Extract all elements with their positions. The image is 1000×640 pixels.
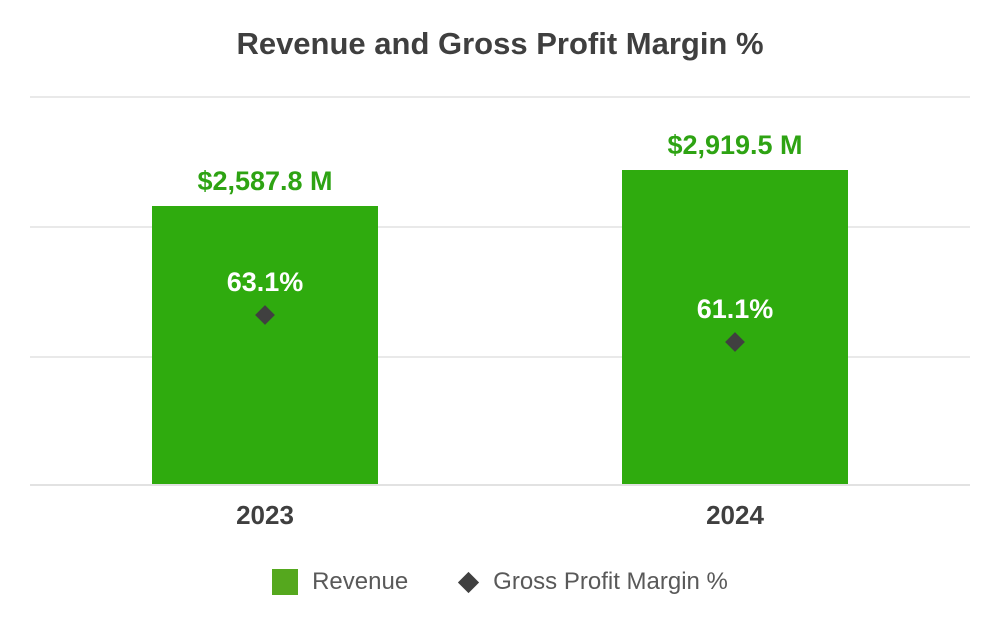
revenue-bar-2023: [152, 205, 378, 484]
gridline: [30, 226, 970, 228]
revenue-value-label: $2,919.5 M: [667, 129, 803, 160]
legend-label: Gross Profit Margin %: [493, 568, 728, 595]
diamond-swatch-icon: [458, 571, 480, 593]
category-label-2024: 2024: [706, 500, 764, 530]
revenue-value-label: $2,587.8 M: [197, 165, 333, 196]
gridline: [30, 356, 970, 358]
x-axis-line: [30, 484, 970, 486]
legend-item-revenue: Revenue: [272, 568, 408, 596]
revenue-bar-2024: [622, 169, 848, 484]
margin-value-label: 63.1%: [226, 267, 304, 297]
chart-title: Revenue and Gross Profit Margin %: [236, 26, 764, 61]
gridline: [30, 96, 970, 98]
legend-item-gross-profit-margin: Gross Profit Margin %: [458, 568, 728, 596]
legend-label: Revenue: [312, 568, 409, 595]
category-label-2023: 2023: [236, 500, 294, 530]
margin-value-label: 61.1%: [696, 294, 774, 324]
revenue-swatch-icon: [272, 569, 299, 595]
chart-legend: Revenue Gross Profit Margin %: [0, 568, 1000, 596]
